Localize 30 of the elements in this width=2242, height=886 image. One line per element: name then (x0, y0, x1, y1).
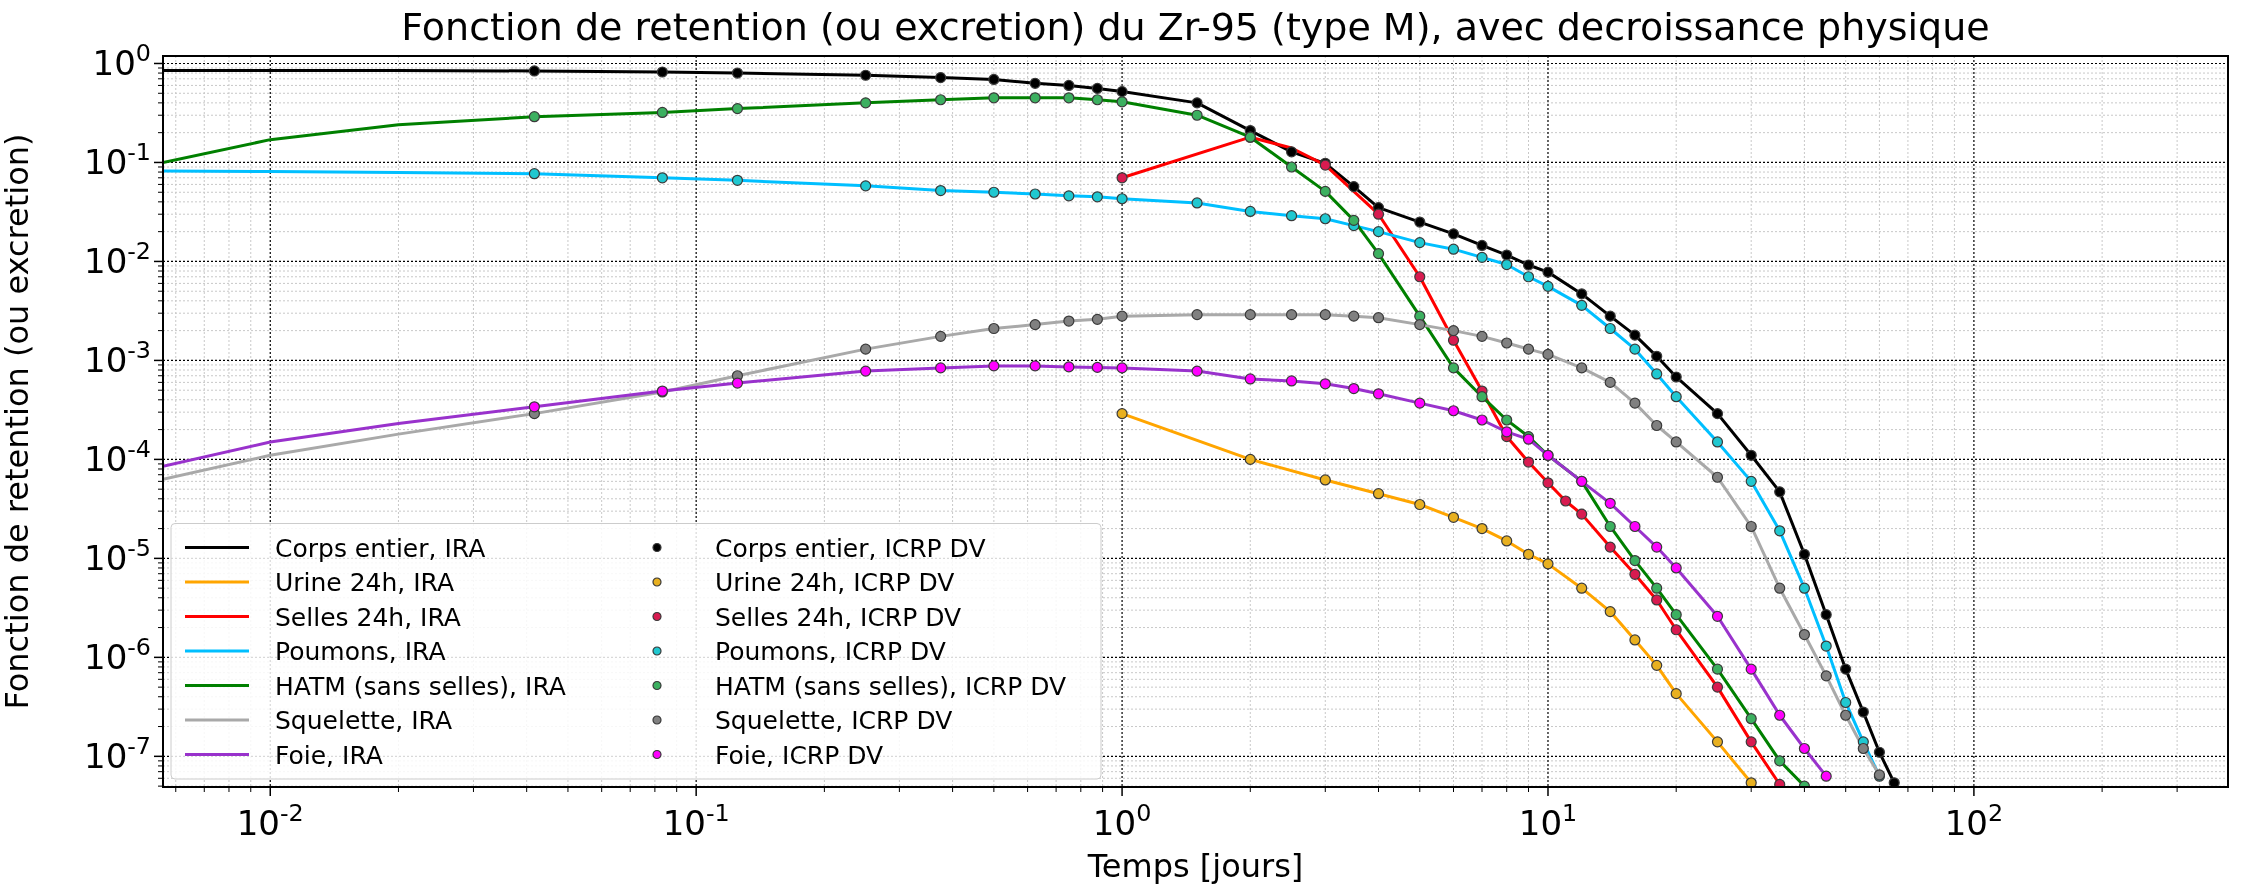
y-tick-label: 10$^{-2}$ (84, 237, 151, 282)
legend-label: Urine 24h, ICRP DV (715, 568, 955, 597)
x-tick-label: 10$^{0}$ (1092, 799, 1152, 843)
legend-label: Urine 24h, IRA (275, 568, 455, 597)
legend-label: Squelette, IRA (275, 706, 453, 735)
legend-label: Foie, ICRP DV (715, 740, 884, 770)
x-tick-label: 10$^{1}$ (1518, 799, 1578, 843)
legend-label: HATM (sans selles), ICRP DV (715, 671, 1067, 701)
y-tick-label: 10$^{-5}$ (84, 534, 151, 579)
legend-label: Squelette, ICRP DV (715, 706, 953, 735)
legend-label: Selles 24h, ICRP DV (715, 602, 962, 632)
legend-label: HATM (sans selles), IRA (275, 671, 566, 701)
y-tick-label: 10$^{-6}$ (84, 633, 151, 678)
y-axis-title: Fonction de retention (ou excretion) (0, 133, 36, 710)
x-tick-label: 10$^{-2}$ (236, 799, 304, 843)
legend-label: Selles 24h, IRA (275, 602, 461, 632)
x-tick-label: 10$^{2}$ (1944, 799, 2004, 843)
legend-label: Corps entier, IRA (275, 533, 486, 563)
x-axis-title: Temps [jours] (1086, 847, 1304, 885)
y-tick-label: 10$^{-1}$ (84, 138, 151, 183)
y-tick-label: 10$^{-7}$ (84, 732, 151, 777)
y-tick-label: 10$^{-4}$ (84, 435, 151, 480)
legend-label: Poumons, ICRP DV (715, 637, 946, 666)
legend-label: Poumons, IRA (275, 637, 446, 666)
legend-label: Corps entier, ICRP DV (715, 533, 986, 563)
y-tick-label: 10$^{0}$ (92, 39, 151, 84)
y-tick-label: 10$^{-3}$ (84, 336, 151, 381)
x-tick-label: 10$^{-1}$ (662, 799, 730, 843)
chart-title: Fonction de retention (ou excretion) du Zr-95 (type M), avec decroissance physique (401, 5, 1990, 49)
legend-label: Foie, IRA (275, 740, 383, 770)
